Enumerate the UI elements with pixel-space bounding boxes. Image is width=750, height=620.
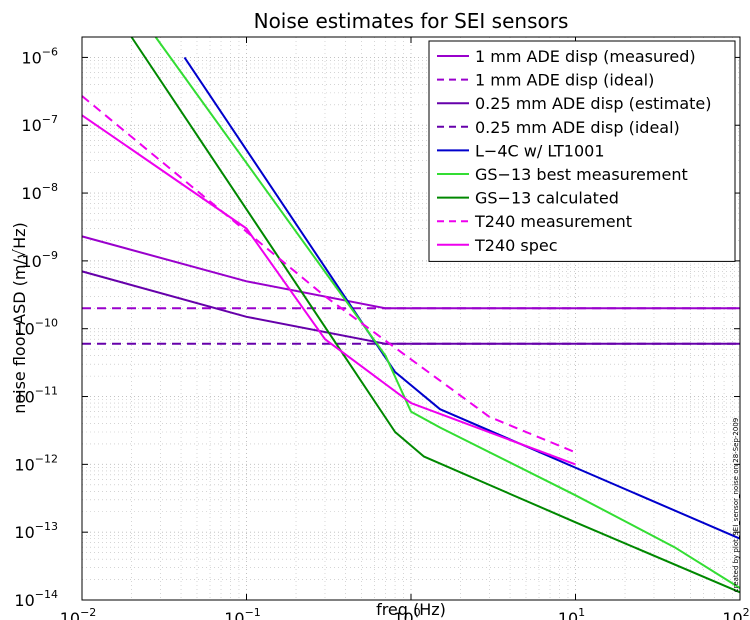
x-tick-label: 102 xyxy=(722,606,749,620)
y-axis-label: noise floor ASD (m/√Hz) xyxy=(10,222,29,414)
y-tick-label: 10−9 xyxy=(21,249,58,271)
series-line-7 xyxy=(130,36,741,594)
y-tick-label: 10−10 xyxy=(14,317,58,339)
x-tick-label: 10−2 xyxy=(60,606,97,620)
legend-entry-label: 0.25 mm ADE disp (ideal) xyxy=(475,118,680,137)
y-tick-label: 10−6 xyxy=(21,45,58,67)
x-tick-label: 10−1 xyxy=(224,606,261,620)
x-axis-label: freq (Hz) xyxy=(376,600,446,619)
x-tick-label: 101 xyxy=(558,606,585,620)
legend-entry-label: T240 spec xyxy=(474,236,558,255)
plot-series xyxy=(81,36,741,594)
series-line-6 xyxy=(154,36,741,589)
side-annotation: created by plot_SEI_sensor_noise on 28-S… xyxy=(732,418,740,593)
legend-entry-label: 1 mm ADE disp (ideal) xyxy=(475,71,654,90)
axis-ticks: 10−2 10−1 100 101 102 10−14 10−13 10−12 10−11 10−… xyxy=(14,37,750,620)
legend-entry-label: L−4C w/ LT1001 xyxy=(475,141,605,160)
x-tick-label: 100 xyxy=(393,606,420,620)
legend-entry-label: GS−13 best measurement xyxy=(475,165,688,184)
y-tick-label: 10−13 xyxy=(14,520,58,542)
series-line-9 xyxy=(81,114,576,466)
y-tick-label: 10−8 xyxy=(21,181,58,203)
legend-box xyxy=(428,40,736,262)
legend: 1 mm ADE disp (measured) 1 mm ADE disp (i… xyxy=(428,40,736,262)
y-tick-label: 10−7 xyxy=(21,113,58,135)
series-line-5 xyxy=(183,56,741,540)
series-line-8 xyxy=(81,95,576,454)
legend-entry-label: 1 mm ADE disp (measured) xyxy=(475,47,696,66)
legend-entry-label: 0.25 mm ADE disp (estimate) xyxy=(475,94,712,113)
y-tick-label: 10−14 xyxy=(14,588,58,610)
legend-entry-label: GS−13 calculated xyxy=(475,189,619,208)
chart-title: Noise estimates for SEI sensors xyxy=(254,9,569,33)
legend-entry-label: T240 measurement xyxy=(474,212,632,231)
y-tick-label: 10−11 xyxy=(14,385,58,407)
y-tick-label: 10−12 xyxy=(14,452,58,474)
